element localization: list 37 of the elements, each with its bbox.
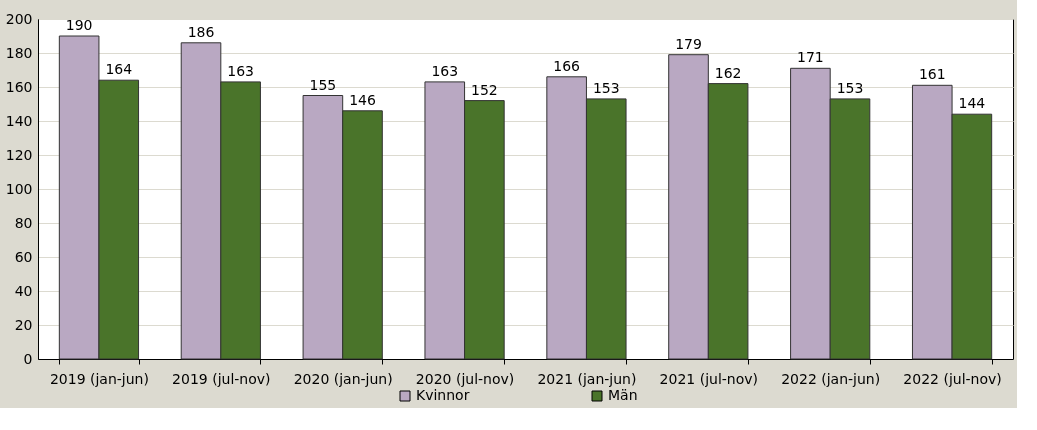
x-tick-label: 2019 (jan-jun) (49, 370, 149, 387)
x-tick-label: 2021 (jan-jun) (537, 370, 637, 387)
y-tick-label: 140 (5, 112, 33, 129)
data-label: 152 (471, 81, 498, 98)
y-tick-label: 20 (14, 316, 33, 333)
data-label: 186 (187, 23, 215, 40)
data-label: 179 (675, 35, 702, 52)
data-label: 153 (836, 79, 864, 96)
legend-label: Män (608, 387, 638, 403)
y-tick-label: 160 (5, 78, 33, 95)
y-tick-label: 120 (5, 146, 33, 163)
data-label: 166 (553, 57, 581, 74)
y-tick-label: 60 (14, 248, 33, 265)
legend-label: Kvinnor (416, 387, 470, 403)
x-tick-label: 2022 (jan-jun) (781, 370, 881, 387)
y-tick-label: 40 (14, 282, 33, 299)
x-tick-label: 2022 (jul-nov) (903, 370, 1002, 387)
y-tick-label: 0 (23, 350, 33, 367)
data-label: 190 (65, 17, 93, 33)
x-tick-label: 2019 (jul-nov) (172, 370, 271, 387)
y-tick-label: 200 (5, 10, 33, 27)
data-label: 163 (431, 62, 459, 79)
x-tick-label: 2020 (jul-nov) (415, 370, 515, 387)
y-tick-label: 180 (5, 44, 33, 61)
data-label: 146 (349, 91, 376, 108)
data-label: 164 (105, 61, 133, 78)
data-label: 161 (918, 66, 946, 83)
data-label: 171 (797, 49, 824, 66)
data-label: 144 (958, 95, 986, 112)
x-tick-label: 2020 (jan-jun) (293, 370, 393, 387)
data-label: 155 (309, 76, 337, 93)
data-label: 162 (714, 64, 742, 81)
y-tick-label: 80 (14, 214, 33, 231)
y-tick-label: 100 (5, 180, 33, 197)
data-label: 163 (227, 62, 254, 79)
data-label: 153 (592, 79, 620, 96)
x-tick-label: 2021 (jul-nov) (659, 370, 759, 387)
